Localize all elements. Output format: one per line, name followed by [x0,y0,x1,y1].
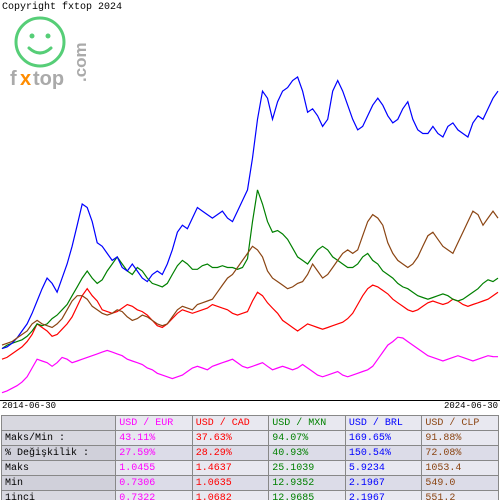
table-cell: 12.9352 [269,476,346,491]
table-cell: 169.65% [345,431,422,446]
table-cell: 27.59% [116,446,193,461]
table-cell: 0.7322 [116,491,193,500]
series-line [2,211,498,345]
series-line [2,190,498,349]
table-row: Min0.73061.063512.93522.1967549.0 [2,476,499,491]
table-cell: 1.0635 [192,476,269,491]
series-line [2,337,498,393]
table-cell: 551.2 [422,491,499,500]
table-cell: 5.9234 [345,461,422,476]
svg-text:f: f [10,68,17,90]
chart-area: Copyright fxtop 2024 f x top .com [0,0,500,401]
table-header-cell: USD / MXN [269,416,346,431]
stats-table: USD / EURUSD / CADUSD / MXNUSD / BRLUSD … [1,415,499,500]
table-row: % Değişkilik :27.59%28.29%40.93%150.54%7… [2,446,499,461]
table-cell: 40.93% [269,446,346,461]
row-label: Maks [2,461,116,476]
table-cell: 1.0455 [116,461,193,476]
table-cell: 150.54% [345,446,422,461]
svg-text:x: x [20,68,31,90]
table-row: Maks1.04551.463725.10395.92341053.4 [2,461,499,476]
table-cell: 1.4637 [192,461,269,476]
fxtop-logo: f x top .com [4,12,92,106]
x-axis-start: 2014-06-30 [2,401,56,411]
table-header-cell: USD / CAD [192,416,269,431]
table-cell: 37.63% [192,431,269,446]
table-cell: 94.07% [269,431,346,446]
x-axis-end: 2024-06-30 [444,401,498,411]
table-header-cell: USD / BRL [345,416,422,431]
table-cell: 91.88% [422,431,499,446]
table-cell: 1053.4 [422,461,499,476]
table-cell: 12.9685 [269,491,346,500]
table-row: Maks/Min :43.11%37.63%94.07%169.65%91.88… [2,431,499,446]
table-cell: 2.1967 [345,491,422,500]
row-label: 1inci [2,491,116,500]
table-cell: 43.11% [116,431,193,446]
table-cell: 1.0682 [192,491,269,500]
table-cell: 72.08% [422,446,499,461]
table-row: 1inci0.73221.068212.96852.1967551.2 [2,491,499,500]
table-header-cell [2,416,116,431]
table-cell: 28.29% [192,446,269,461]
row-label: % Değişkilik : [2,446,116,461]
table-cell: 25.1039 [269,461,346,476]
table-cell: 2.1967 [345,476,422,491]
row-label: Maks/Min : [2,431,116,446]
row-label: Min [2,476,116,491]
svg-text:top: top [33,68,64,90]
table-cell: 0.7306 [116,476,193,491]
svg-text:.com: .com [71,42,90,82]
table-cell: 549.0 [422,476,499,491]
x-axis-labels: 2014-06-30 2024-06-30 [0,401,500,413]
copyright-text: Copyright fxtop 2024 [2,2,122,13]
table-header-cell: USD / CLP [422,416,499,431]
table-header-cell: USD / EUR [116,416,193,431]
